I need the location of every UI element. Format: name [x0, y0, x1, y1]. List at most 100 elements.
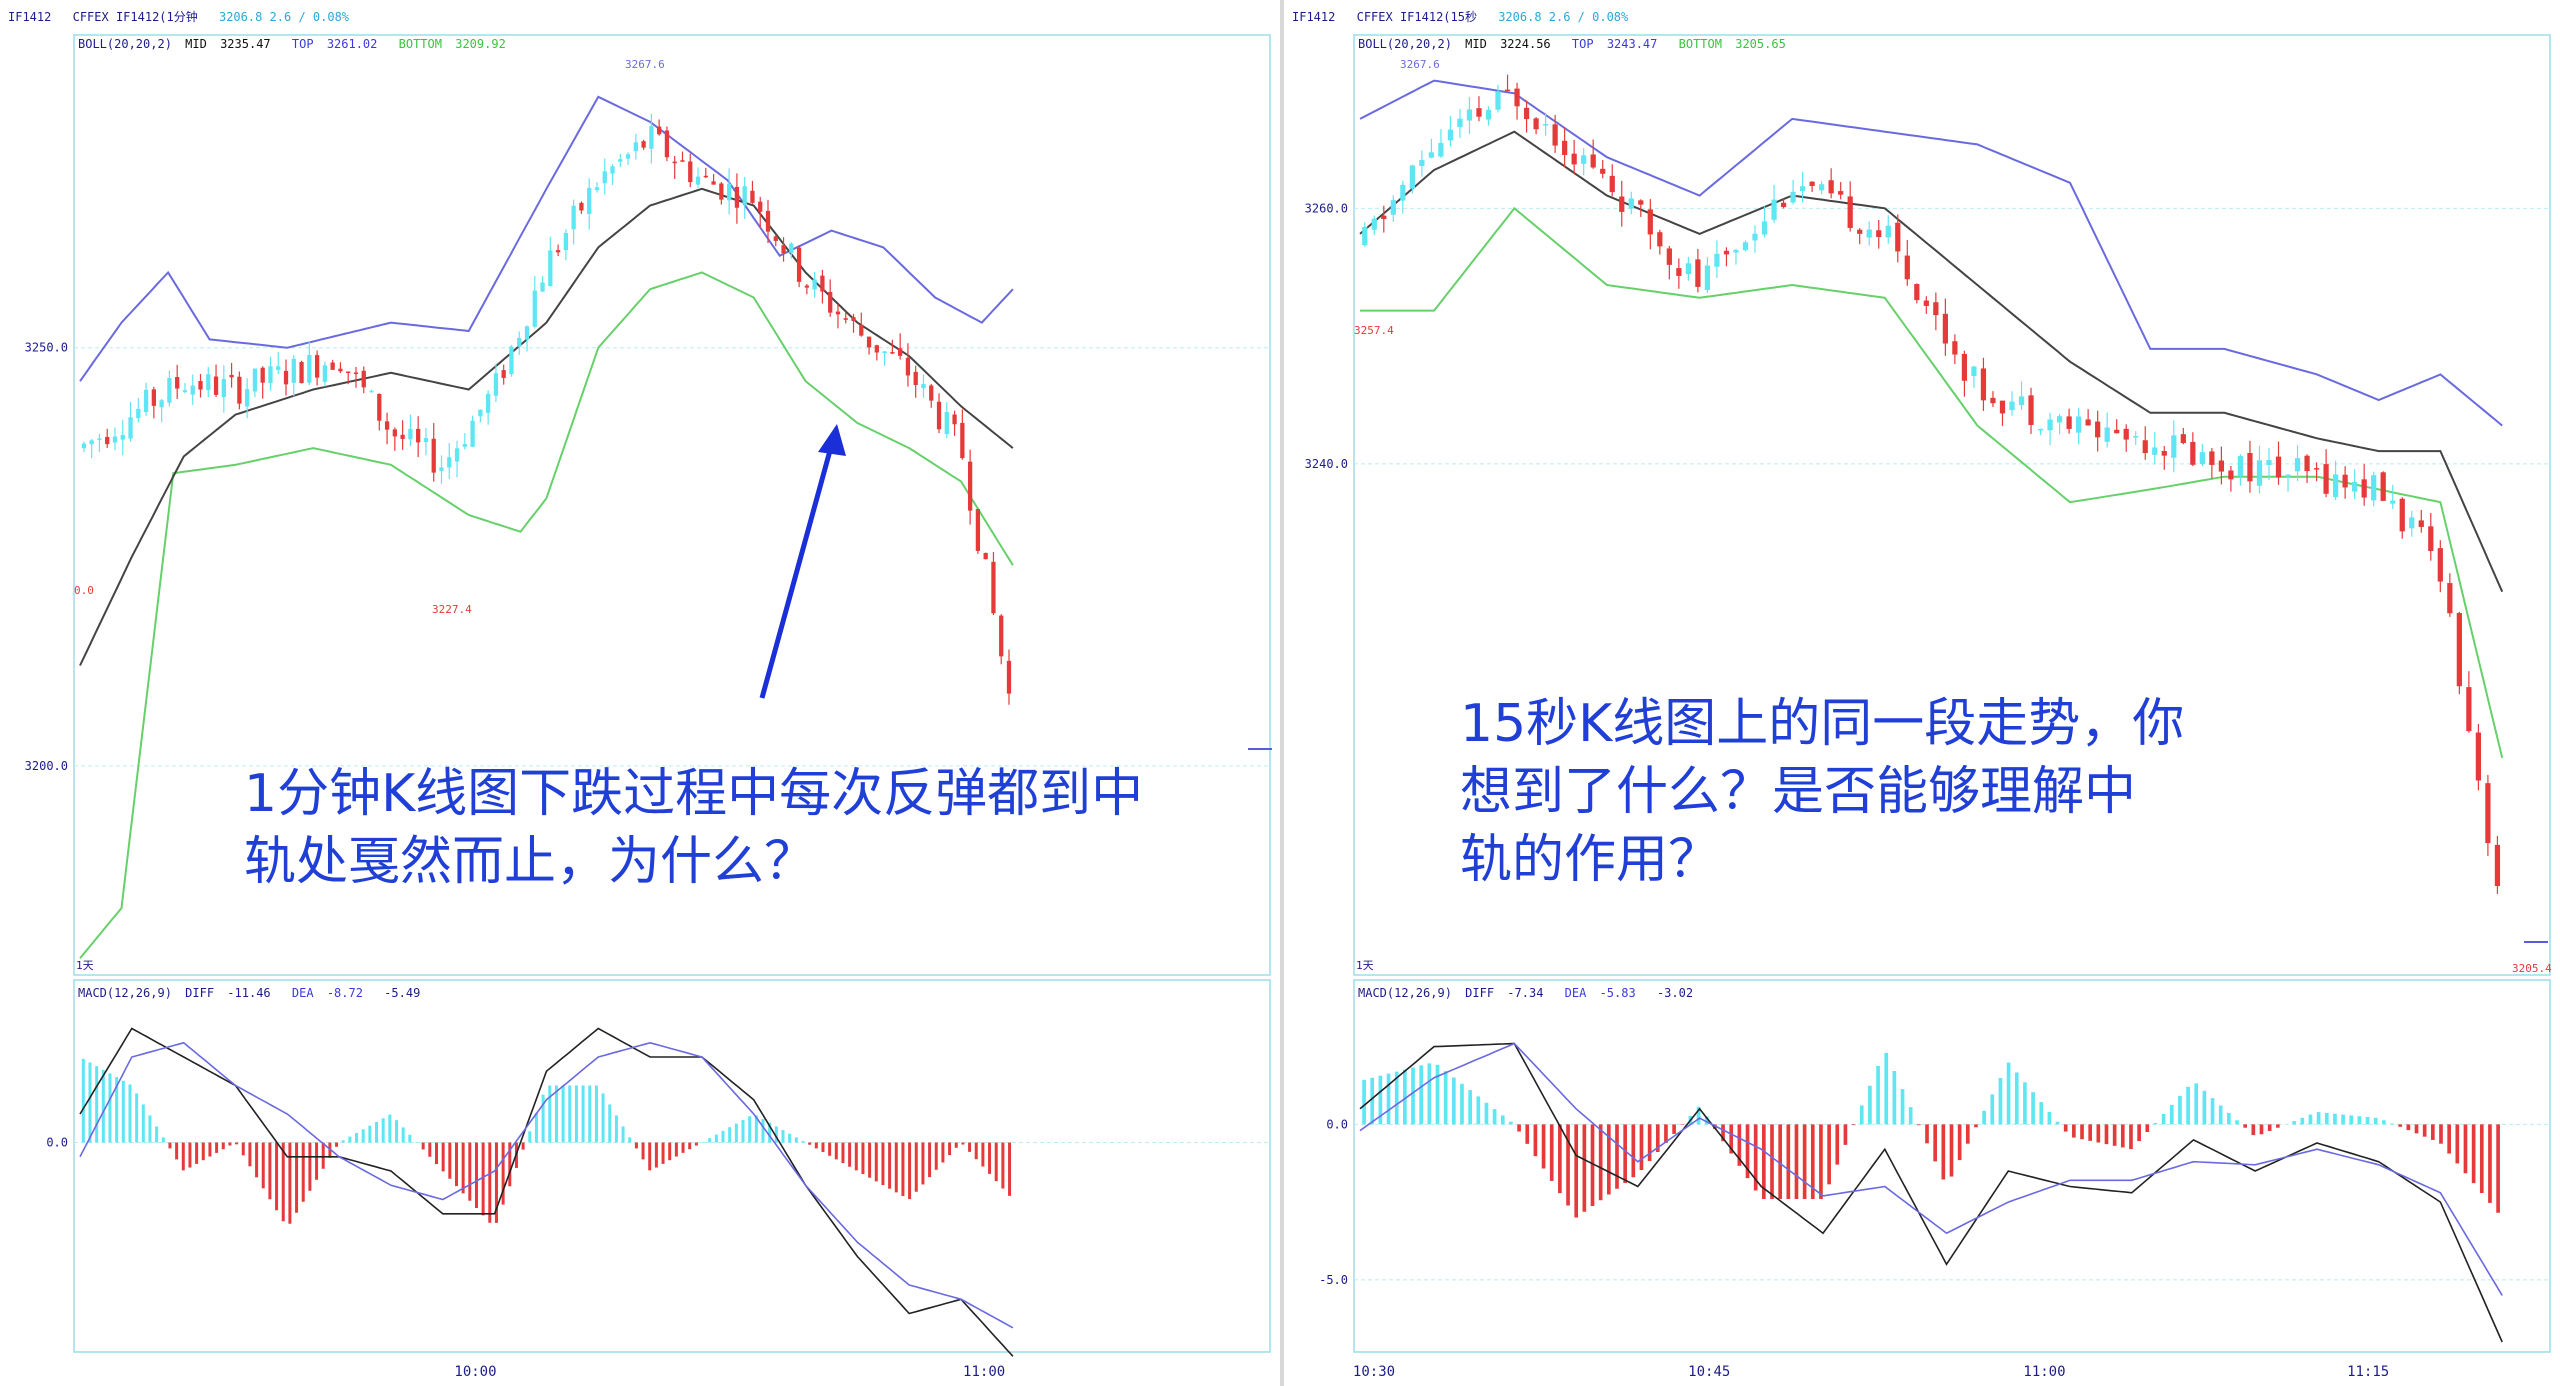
candle-body: [2142, 440, 2148, 454]
candle-body: [1733, 250, 1739, 253]
candle-body: [610, 166, 615, 174]
candle-body: [625, 154, 631, 159]
macd-indicator: MACD(12,26,9): [1358, 986, 1452, 1000]
candle-body: [703, 175, 708, 178]
candle-body: [2447, 583, 2453, 614]
candle-body: [245, 389, 250, 407]
candle-body: [2371, 475, 2377, 501]
candle-body: [929, 385, 934, 401]
chart-15sec-svg: 3260.0 3240.0 0.0 -5.0 10:30 10:45 11:00 11:15 1…: [1305, 34, 2552, 1380]
candle-body: [1609, 175, 1615, 193]
candle-body: [2352, 481, 2358, 492]
candle-body: [1999, 400, 2006, 414]
candle-body: [1704, 265, 1711, 291]
candle-body: [136, 408, 141, 419]
boll-mid-value: 3235.47: [220, 37, 271, 51]
candle-body: [1381, 215, 1387, 220]
candle-body: [2199, 452, 2205, 465]
candle-body: [213, 376, 219, 395]
candle-body: [657, 126, 662, 135]
price-tick-label: 3250.0: [25, 341, 68, 355]
price-pane-frame: [73, 34, 1271, 976]
candle-body: [633, 142, 638, 152]
candle-body: [2114, 429, 2120, 434]
candle-body: [1438, 143, 1444, 157]
candle-body: [2485, 783, 2491, 844]
candle-body: [221, 379, 226, 398]
candle-body: [882, 351, 887, 354]
candle-body: [2494, 844, 2501, 886]
boll-top-value: 3243.47: [1606, 37, 1658, 51]
boll-mid-line: [79, 187, 1014, 666]
candle-body: [128, 417, 133, 439]
candle-body: [1542, 124, 1549, 126]
boll-top-value: 3261.02: [326, 37, 378, 51]
candle-body: [206, 374, 211, 391]
candle-body: [2180, 434, 2186, 444]
rebound-arrow-shaft: [759, 435, 837, 699]
candle-body: [2066, 416, 2072, 429]
candle-body: [2209, 451, 2215, 465]
candle-body: [563, 232, 569, 251]
candle-body: [905, 357, 911, 376]
candle-body: [416, 428, 421, 443]
time-axis-label: 11:00: [963, 1364, 1005, 1380]
candle-body: [641, 141, 646, 148]
candle-body: [307, 355, 312, 383]
candle-body: [843, 318, 848, 320]
chart-panel-15sec: 3260.0 3240.0 0.0 -5.0 10:30 10:45 11:00 11:15 1…: [1284, 0, 2560, 1386]
time-axis-label: 10:00: [454, 1364, 496, 1380]
boll-mid-line: [1359, 130, 2504, 593]
candle-body: [2161, 451, 2167, 456]
candle-body: [353, 372, 359, 374]
boll-mid-label: MID: [1465, 37, 1487, 51]
candle-body: [439, 467, 444, 472]
candle-body: [314, 355, 320, 378]
candle-body: [105, 436, 110, 445]
candle-body: [936, 401, 942, 430]
boll-indicator: BOLL(20,20,2): [78, 37, 172, 51]
candle-body: [1647, 209, 1653, 235]
candle-body: [1828, 180, 1834, 194]
candle-body: [2304, 455, 2310, 472]
candle-body: [540, 282, 545, 292]
price-label: 3206.8 2.6 / 0.08%: [218, 10, 350, 24]
candle-body: [773, 236, 778, 241]
boll-header-left: BOLL(20,20,2) MID 3235.47 TOP 3261.02 BO…: [78, 37, 520, 51]
time-axis-label: 11:00: [2023, 1364, 2065, 1380]
candle-body: [726, 183, 732, 201]
macd-dea-label: DEA: [1564, 986, 1587, 1000]
candle-body: [1638, 200, 1644, 205]
candle-body: [346, 371, 351, 374]
candle-body: [1533, 118, 1539, 130]
candle-body: [1457, 118, 1463, 128]
candle-body: [695, 176, 701, 185]
candle-body: [1952, 341, 1958, 355]
macd-dea-value: -5.83: [1599, 986, 1636, 1000]
candle-body: [2037, 428, 2044, 431]
candle-body: [283, 370, 289, 385]
price-label: 3206.8 2.6 / 0.08%: [1498, 10, 1629, 24]
candle-body: [835, 311, 841, 315]
candle-body: [874, 345, 879, 353]
candle-body: [2085, 419, 2091, 426]
candle-body: [2056, 416, 2063, 423]
macd-header-left: MACD(12,26,9) DIFF -11.46 DEA -8.72 -5.4…: [78, 986, 434, 1000]
candle-body: [1723, 250, 1730, 255]
candle-body: [1914, 284, 1920, 301]
candle-body: [1514, 88, 1520, 107]
candle-body: [1971, 366, 1977, 376]
candle-body: [237, 376, 242, 404]
candle-body: [229, 374, 234, 378]
candle-body: [182, 390, 188, 393]
candle-body: [1885, 225, 1891, 238]
candle-body: [789, 243, 794, 253]
candle-body: [967, 461, 973, 511]
candle-body: [1590, 154, 1596, 168]
candle-body: [1571, 153, 1577, 165]
candle-body: [2361, 479, 2367, 498]
candle-body: [1771, 199, 1777, 220]
candle-body: [1390, 200, 1396, 215]
chart-panel-1min: 3250.0 3200.0 0.0 10:00 11:00 1天 3267.6 3227.4 0…: [8, 10, 1272, 1380]
candle-body: [1819, 184, 1825, 191]
